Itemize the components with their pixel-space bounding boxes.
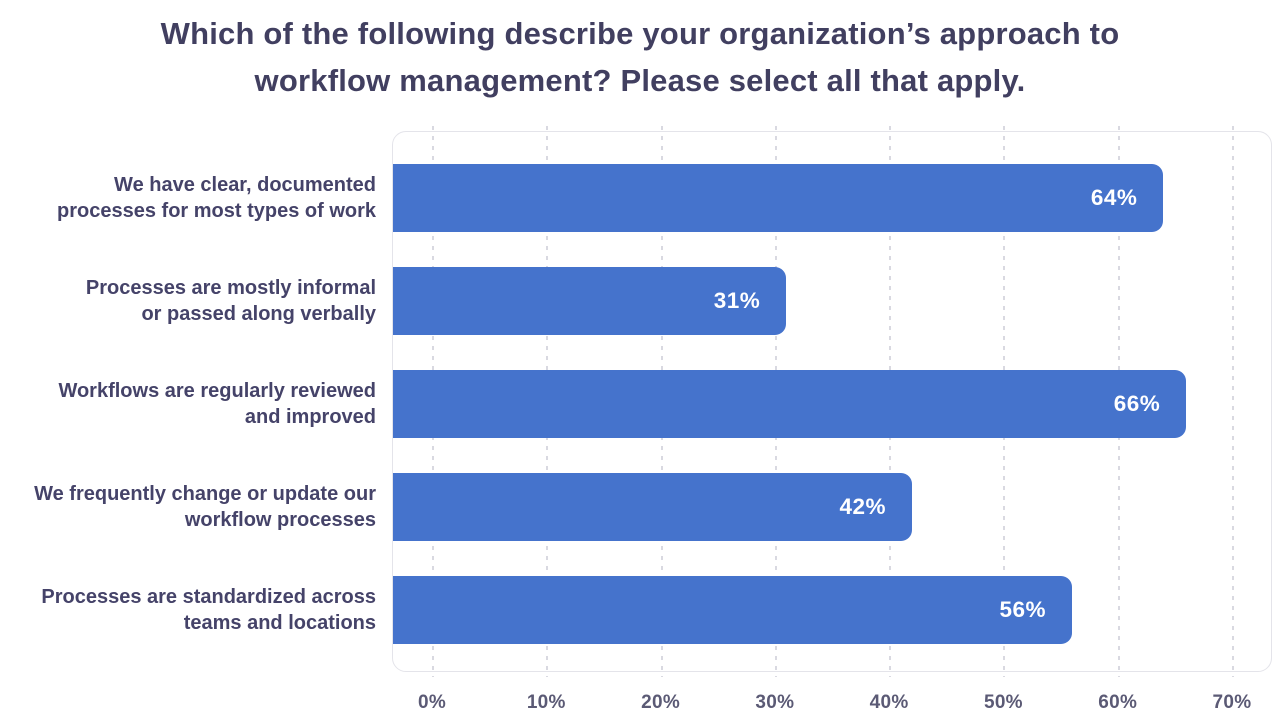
x-tick-label: 40%: [869, 692, 909, 713]
x-tick-label: 60%: [1098, 692, 1138, 713]
plot-area: 64% 31% 66% 42% 56%: [392, 126, 1272, 677]
bar-value-label: 42%: [839, 494, 886, 519]
x-tick-label: 20%: [641, 692, 681, 713]
bar: 42%: [393, 473, 912, 541]
category-label: We frequently change or update our workfl…: [34, 483, 376, 531]
chart-title-line2: workflow management? Please select all t…: [254, 63, 1026, 98]
bar-value-label: 31%: [713, 288, 761, 313]
category-label: Processes are standardized across teams a…: [41, 586, 376, 634]
category-label: Workflows are regularly reviewed and impr…: [58, 380, 376, 428]
bar-value-label: 64%: [1090, 185, 1138, 210]
bar: 66%: [393, 370, 1187, 438]
bar: 56%: [393, 576, 1072, 644]
bar: 64%: [393, 164, 1164, 232]
x-tick-label: 10%: [526, 692, 566, 713]
bar-value-label: 56%: [999, 597, 1046, 622]
category-label: We have clear, documented processes for m…: [57, 174, 376, 222]
x-tick-label: 0%: [417, 692, 447, 713]
chart-title: Which of the following describe your org…: [0, 10, 1280, 104]
x-tick-label: 70%: [1212, 692, 1252, 713]
bar: 31%: [393, 267, 787, 335]
x-tick-label: 30%: [755, 692, 795, 713]
bar-value-label: 66%: [1113, 391, 1161, 416]
category-label: Processes are mostly informal or passed a…: [85, 277, 376, 325]
chart-title-line1: Which of the following describe your org…: [160, 16, 1120, 51]
gridline: [1232, 126, 1234, 677]
x-tick-label: 50%: [983, 692, 1023, 713]
